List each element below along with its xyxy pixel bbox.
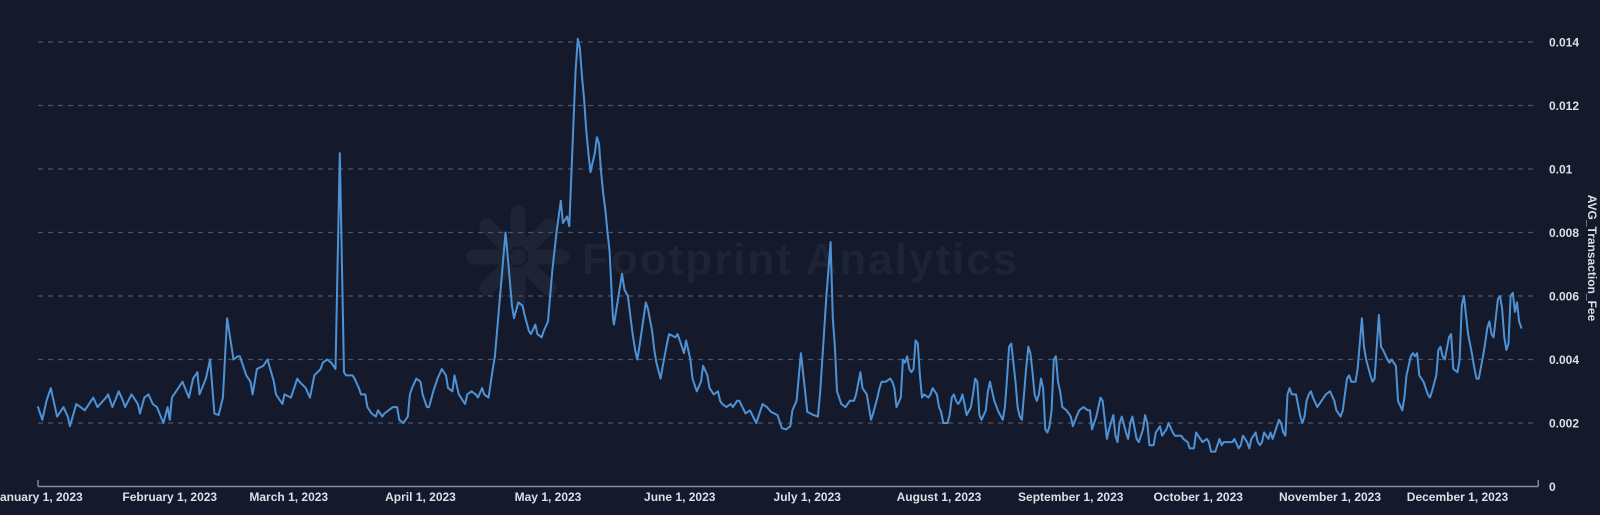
x-tick-label: February 1, 2023 [122,490,217,504]
x-tick-label: April 1, 2023 [385,490,456,504]
logo-petal [522,218,557,253]
x-tick-label: March 1, 2023 [249,490,328,504]
x-tick-label: November 1, 2023 [1279,490,1381,504]
footprint-logo-icon [466,205,570,309]
y-tick-label: 0 [1549,480,1556,494]
logo-center-dot [510,249,526,265]
series-group [37,37,1523,453]
y-tick-labels: 0 0.002 0.004 0.006 0.008 0.01 0.012 0.014 [1549,36,1579,495]
y-gridlines [38,41,1539,424]
y-tick-label: 0.002 [1549,417,1579,431]
watermark: Footprint Analytics [466,205,1019,309]
y-axis-title: AVG_Transaction_Fee [1585,195,1599,322]
x-tick-label: October 1, 2023 [1154,490,1244,504]
y-tick-label: 0.01 [1549,163,1573,177]
x-tick-label: August 1, 2023 [897,490,982,504]
logo-petal [522,261,557,296]
fee-line-series [37,37,1523,453]
x-tick-label: May 1, 2023 [515,490,582,504]
y-tick-label: 0.006 [1549,290,1579,304]
y-tick-label: 0.008 [1549,226,1579,240]
x-tick-label: July 1, 2023 [774,490,842,504]
logo-petal [479,218,514,253]
y-tick-label: 0.014 [1549,36,1579,50]
x-tick-label: September 1, 2023 [1018,490,1124,504]
y-tick-label: 0.004 [1549,353,1579,367]
y-tick-label: 0.012 [1549,99,1579,113]
x-tick-label: June 1, 2023 [644,490,716,504]
x-tick-labels: January 1, 2023 February 1, 2023 March 1, … [0,490,1509,504]
x-axis [37,480,1539,488]
watermark-text: Footprint Analytics [582,235,1019,284]
x-tick-label: January 1, 2023 [0,490,83,504]
x-tick-label: December 1, 2023 [1407,490,1509,504]
